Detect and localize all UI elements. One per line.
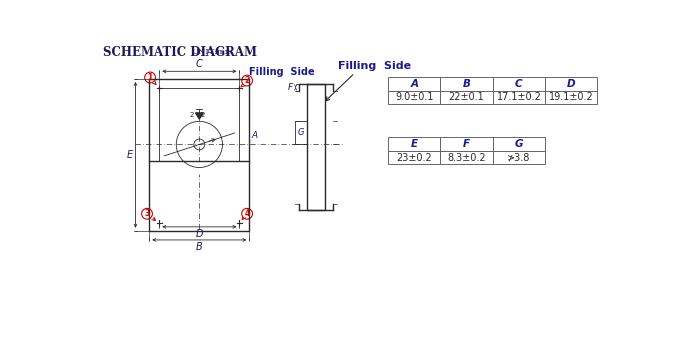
Text: C: C (515, 79, 523, 89)
Text: B: B (196, 242, 203, 252)
Text: F: F (463, 139, 470, 149)
Text: 1: 1 (147, 73, 153, 82)
Bar (545, 90, 597, 105)
Text: E: E (411, 139, 418, 149)
Bar (493, 137, 545, 151)
Text: SCHEMATIC DIAGRAM: SCHEMATIC DIAGRAM (103, 45, 257, 58)
Text: 19.1±0.2: 19.1±0.2 (549, 93, 594, 103)
Text: A: A (252, 131, 258, 140)
Text: D: D (567, 79, 576, 89)
Text: D: D (195, 229, 203, 239)
Text: 23±0.2: 23±0.2 (396, 152, 432, 163)
Text: F: F (288, 83, 293, 92)
Bar (388, 137, 440, 151)
Text: B: B (462, 79, 471, 89)
Bar (545, 77, 597, 90)
Bar (440, 151, 493, 164)
Text: Filling  Side: Filling Side (248, 67, 314, 77)
Text: G: G (298, 128, 304, 137)
Text: 2: 2 (244, 76, 250, 85)
Text: 2: 2 (190, 112, 194, 118)
Text: A: A (410, 79, 418, 89)
Text: ≯3.8: ≯3.8 (507, 152, 530, 163)
Text: 9.0±0.1: 9.0±0.1 (395, 93, 433, 103)
Bar (493, 90, 545, 105)
Bar (440, 77, 493, 90)
Text: UNIT:mm: UNIT:mm (192, 48, 233, 56)
Bar (295, 121, 307, 144)
Polygon shape (195, 113, 203, 119)
Text: Filling  Side: Filling Side (338, 61, 411, 71)
Text: G: G (515, 139, 523, 149)
Text: E: E (127, 150, 132, 160)
Text: 17.1±0.2: 17.1±0.2 (497, 93, 541, 103)
Text: 4: 4 (244, 209, 250, 218)
Bar (493, 151, 545, 164)
Text: 3: 3 (144, 209, 149, 218)
Text: 22±0.1: 22±0.1 (449, 93, 484, 103)
Text: 2: 2 (201, 112, 205, 118)
Bar (388, 90, 440, 105)
Text: 8.3±0.2: 8.3±0.2 (447, 152, 486, 163)
Bar (440, 90, 493, 105)
Bar (388, 77, 440, 90)
Bar (440, 137, 493, 151)
Text: C: C (196, 59, 203, 69)
Bar (493, 77, 545, 90)
Bar (388, 151, 440, 164)
